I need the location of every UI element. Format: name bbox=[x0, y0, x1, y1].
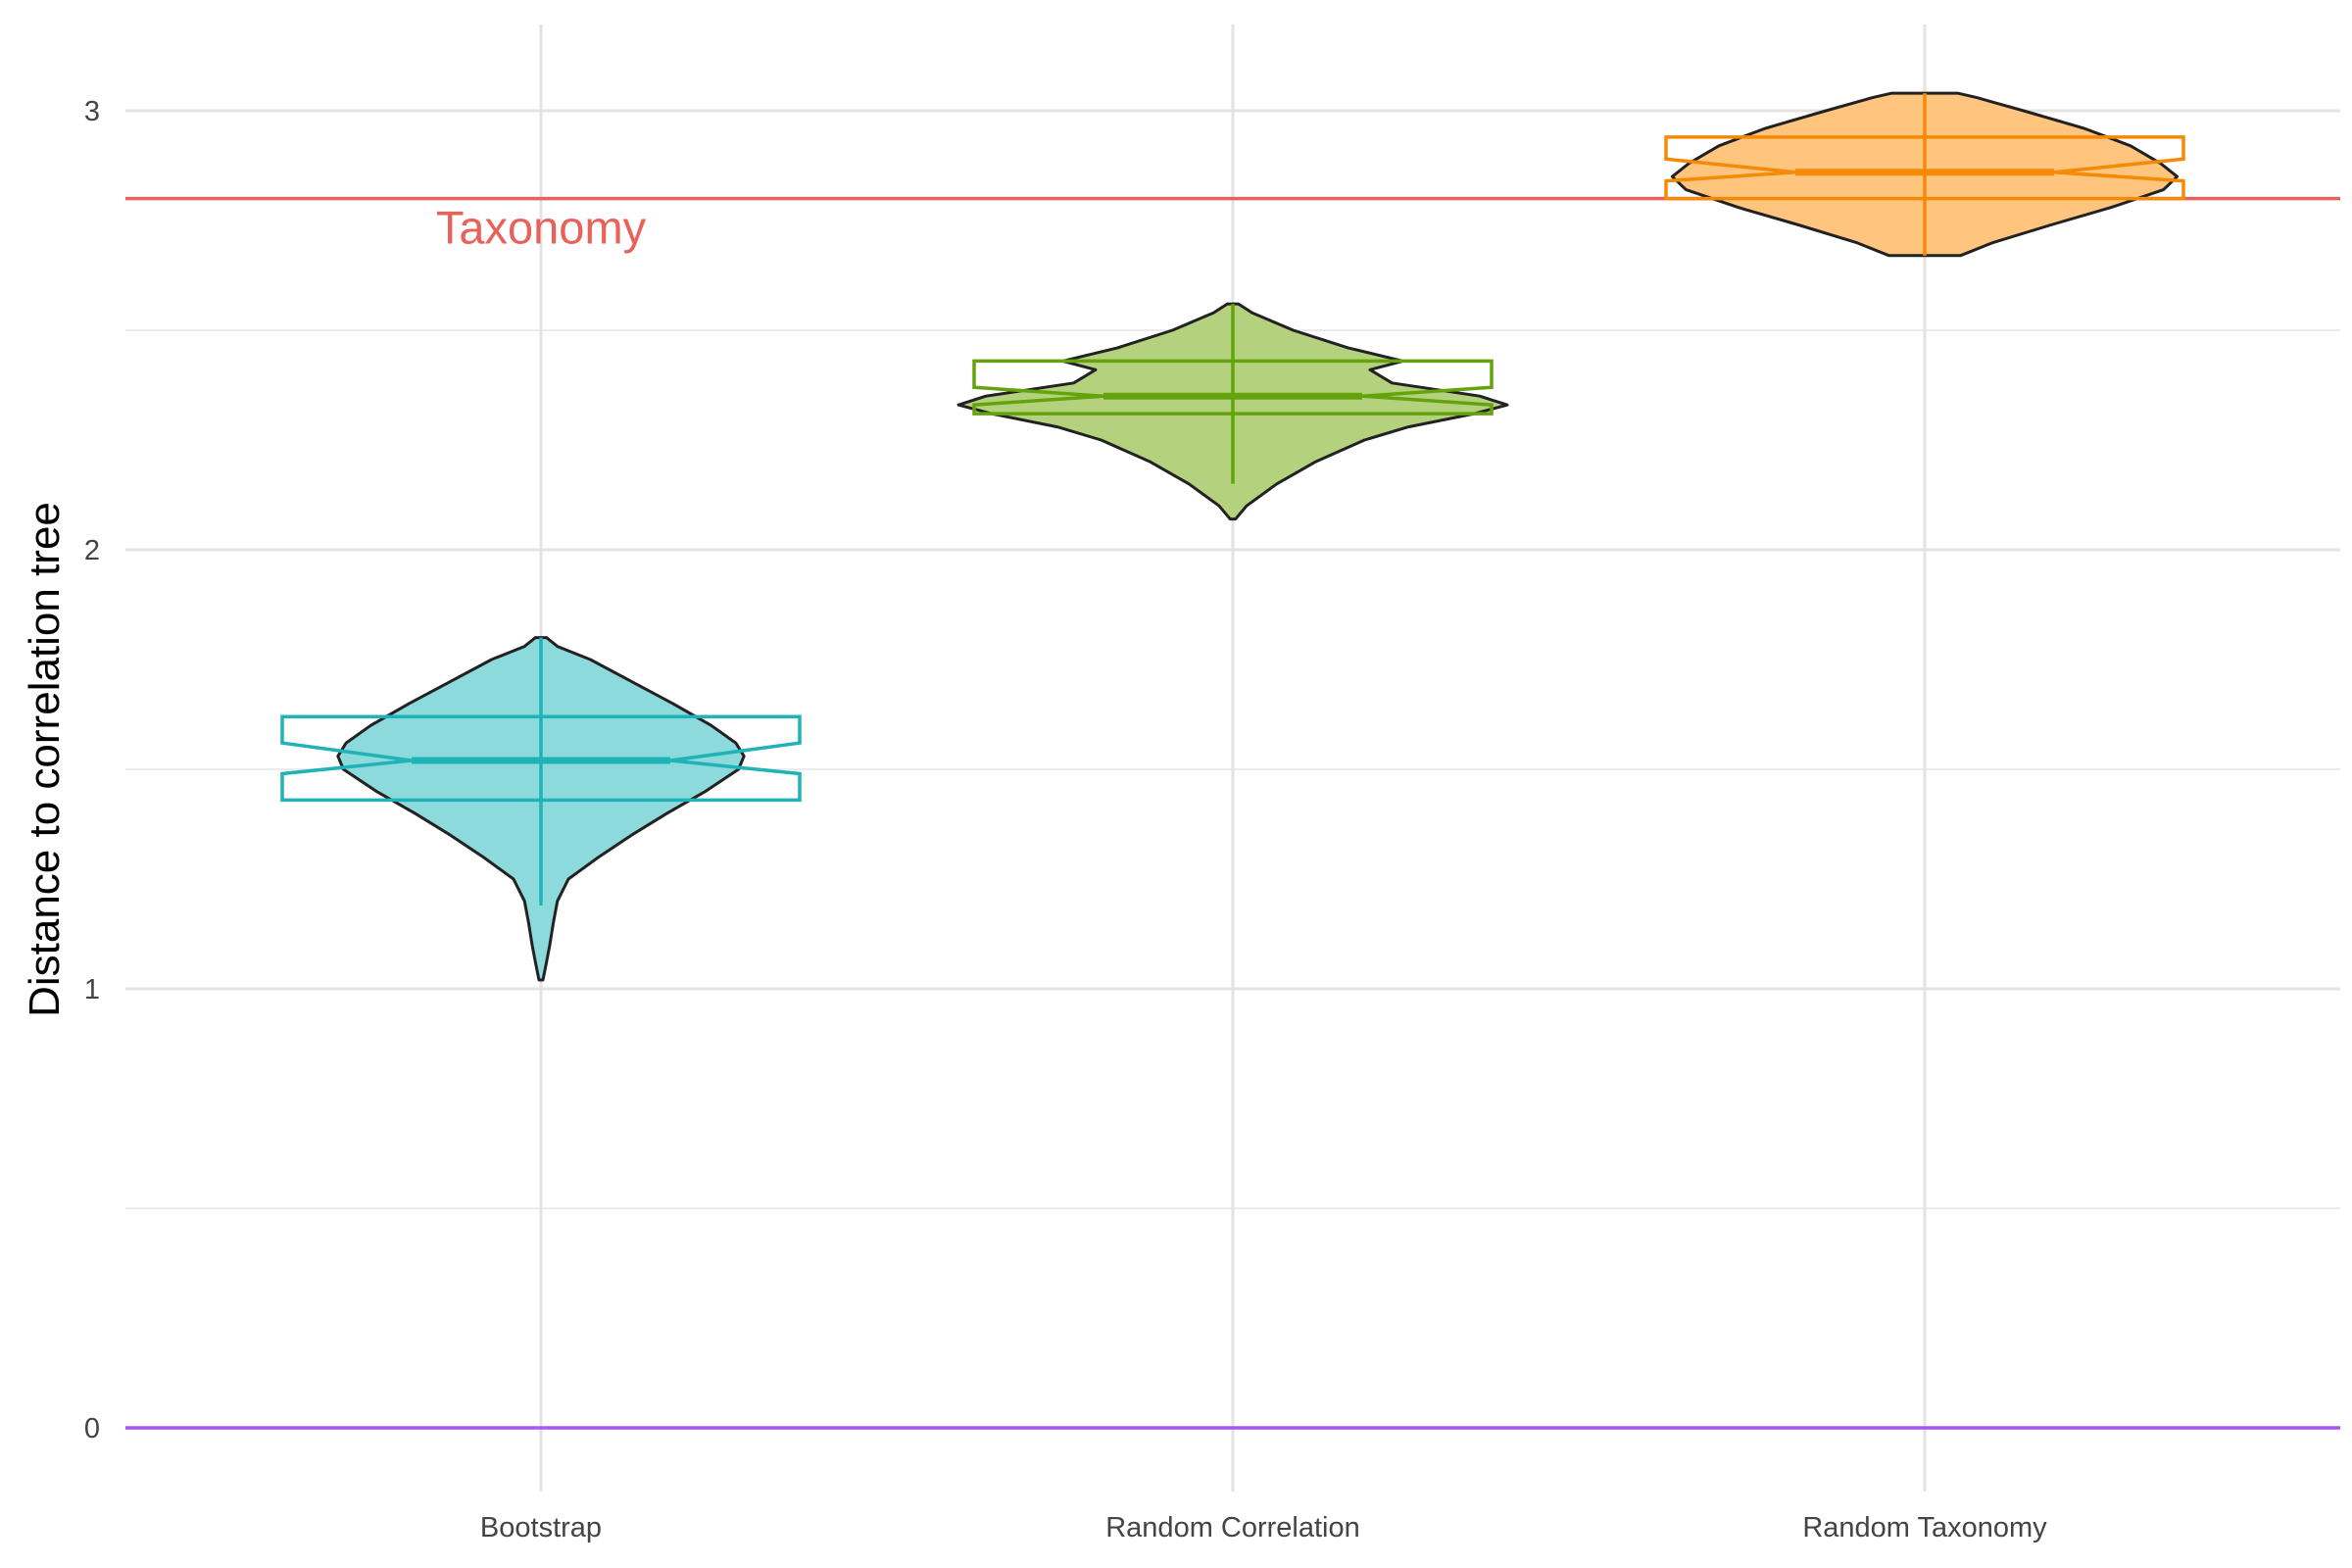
violins bbox=[280, 91, 2185, 982]
y-tick-label: 1 bbox=[84, 974, 100, 1005]
violin-group bbox=[1664, 91, 2185, 258]
violin-group bbox=[956, 302, 1509, 521]
box-notched bbox=[280, 714, 802, 803]
x-tick-label: Random Taxonomy bbox=[1802, 1512, 2047, 1544]
reference-lines: Taxonomy bbox=[125, 196, 2340, 1430]
box-notched bbox=[972, 359, 1494, 416]
box-notched bbox=[1664, 135, 2185, 201]
y-tick-label: 2 bbox=[84, 535, 100, 566]
axes: 0 1 2 3 Bootstrap Random Correlation Random Ta… bbox=[84, 96, 2047, 1544]
violin-group bbox=[280, 636, 802, 982]
x-tick-label: Bootstrap bbox=[480, 1512, 602, 1544]
y-tick-label: 0 bbox=[84, 1413, 100, 1445]
y-tick-label: 3 bbox=[84, 96, 100, 127]
x-tick-label: Random Correlation bbox=[1105, 1512, 1360, 1544]
reference-line-label: Taxonomy bbox=[436, 202, 647, 254]
y-axis-title: Distance to correlation tree bbox=[21, 502, 69, 1017]
